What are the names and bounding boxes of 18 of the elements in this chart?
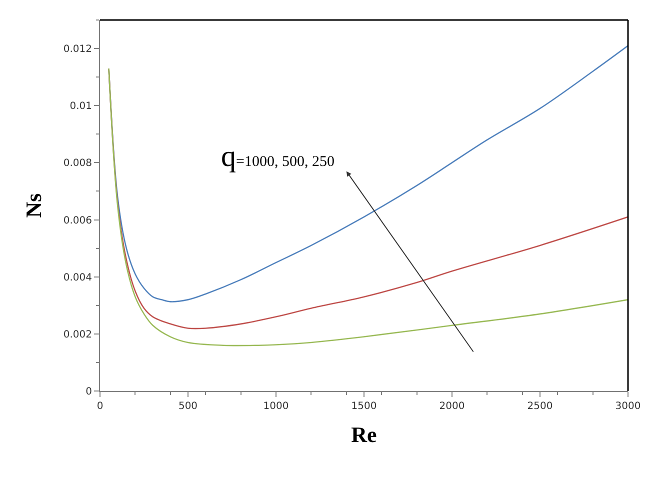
y-tick-label: 0.01 xyxy=(70,101,92,112)
x-tick-label: 0 xyxy=(96,401,104,412)
y-axis-title: Ns xyxy=(21,192,46,218)
x-tick-label: 3000 xyxy=(615,401,641,412)
x-tick-label: 2500 xyxy=(527,401,553,412)
y-tick-label: 0 xyxy=(86,386,92,398)
x-tick-label: 1000 xyxy=(263,401,289,412)
y-tick-label: 0.012 xyxy=(63,44,92,56)
x-tick-label: 1500 xyxy=(351,401,377,412)
y-tick-label: 0.006 xyxy=(63,215,92,226)
line-series xyxy=(108,45,628,302)
x-tick-label: 2000 xyxy=(439,401,465,412)
y-tick-label: 0.004 xyxy=(63,272,92,284)
y-tick-label: 0.002 xyxy=(63,329,92,340)
y-tick-label: 0.008 xyxy=(63,158,92,170)
annotation: q=1000, 500, 250 xyxy=(221,140,334,173)
x-tick-label: 500 xyxy=(178,401,198,412)
x-axis-title: Re xyxy=(351,422,378,447)
